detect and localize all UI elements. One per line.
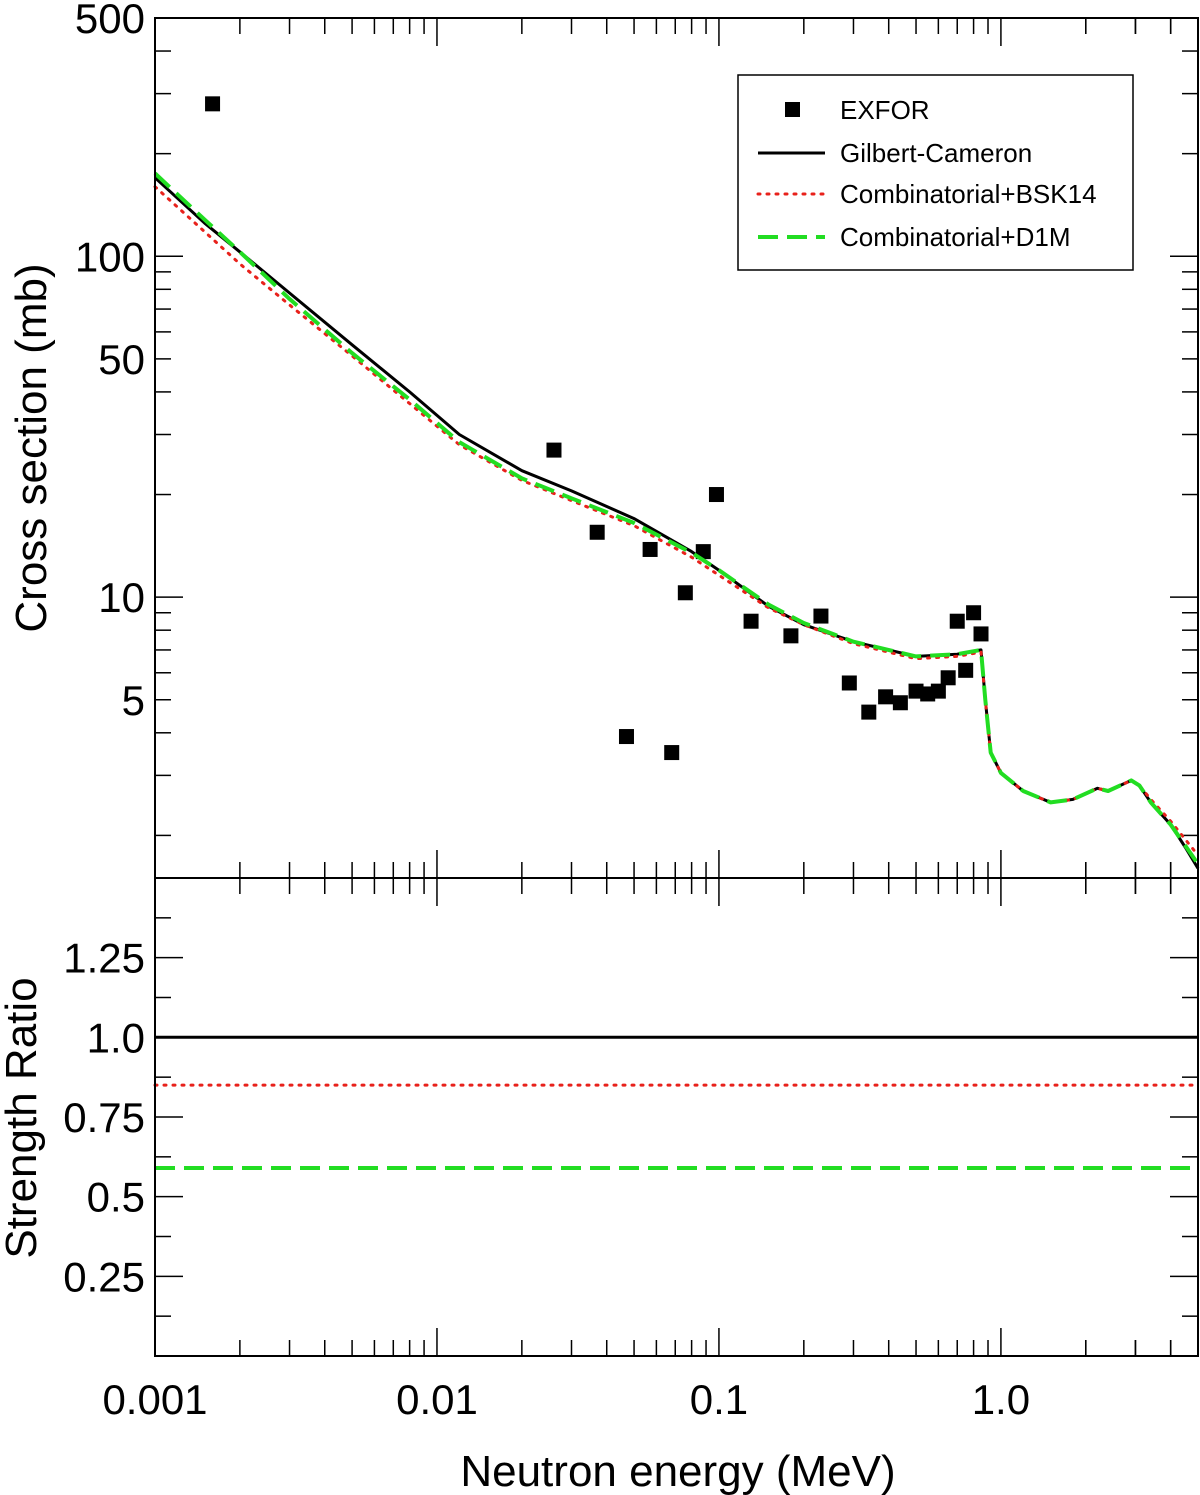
bottom-y-tick-labels: 1.25 1.0 0.75 0.5 0.25 (63, 935, 145, 1301)
y-tick-label: 1.25 (63, 935, 145, 982)
y-tick-label: 100 (75, 233, 145, 280)
exfor-data-point (908, 683, 924, 699)
bottom-panel-ticks (154, 878, 1199, 1356)
exfor-data-point (973, 626, 989, 642)
exfor-data-point (677, 585, 693, 601)
exfor-data-point (642, 541, 658, 557)
exfor-data-point (892, 695, 908, 711)
exfor-data-point (949, 613, 965, 629)
legend-label-d1m: Combinatorial+D1M (840, 222, 1070, 252)
legend-label-exfor: EXFOR (840, 95, 930, 125)
exfor-data-point (813, 608, 829, 624)
y-tick-label: 0.25 (63, 1253, 145, 1300)
legend-label-bsk14: Combinatorial+BSK14 (840, 179, 1097, 209)
exfor-data-point (861, 704, 877, 720)
y-tick-label: 1.0 (87, 1014, 145, 1061)
strength-ratio-plot: 1.25 1.0 0.75 0.5 0.25 0.001 0.01 0.1 1.0 Stren… (0, 877, 1200, 1495)
x-tick-label: 0.1 (690, 1376, 748, 1423)
exfor-data-point (205, 96, 221, 112)
exfor-data-point (930, 683, 946, 699)
y-tick-label: 10 (98, 574, 145, 621)
x-tick-label: 0.01 (396, 1376, 478, 1423)
exfor-data-point (841, 675, 857, 691)
exfor-data-point (618, 729, 634, 745)
cross-section-plot: 500 100 50 10 5 Cross section (mb) (7, 0, 1200, 879)
exfor-data-point (708, 487, 724, 503)
series-line-gilbert-cameron (153, 176, 1200, 870)
x-axis-title: Neutron energy (MeV) (460, 1447, 895, 1495)
exfor-data-point (743, 613, 759, 629)
bottom-y-axis-title: Strength Ratio (0, 977, 46, 1258)
exfor-data-point (783, 628, 799, 644)
exfor-data-point (589, 524, 605, 540)
exfor-data-point (966, 605, 982, 621)
bottom-plot-frame (154, 877, 1199, 1357)
exfor-data-point (878, 689, 894, 705)
exfor-data-point (546, 442, 562, 458)
bottom-panel-series (153, 1035, 1200, 1170)
y-tick-label: 50 (98, 336, 145, 383)
y-tick-label: 500 (75, 0, 145, 42)
exfor-data-point (940, 670, 956, 686)
top-panel-ticks (154, 17, 1199, 878)
legend-label-gilbert-cameron: Gilbert-Cameron (840, 138, 1032, 168)
x-tick-label: 0.001 (102, 1376, 207, 1423)
exfor-data-point (958, 662, 974, 678)
y-tick-label: 0.75 (63, 1094, 145, 1141)
y-tick-label: 5 (122, 677, 145, 724)
x-tick-label: 1.0 (972, 1376, 1030, 1423)
top-y-tick-labels: 500 100 50 10 5 (75, 0, 145, 724)
series-line-combinatorial-d1m (153, 171, 1200, 866)
x-tick-labels: 0.001 0.01 0.1 1.0 (102, 1376, 1030, 1423)
series-line-combinatorial-bsk14 (153, 185, 1200, 857)
top-panel-series (153, 96, 1200, 870)
legend: EXFOR Gilbert-Cameron Combinatorial+BSK1… (737, 74, 1134, 271)
top-y-axis-title: Cross section (mb) (7, 263, 56, 632)
y-tick-label: 0.5 (87, 1174, 145, 1221)
legend-marker-exfor (785, 102, 800, 117)
exfor-data-point (664, 745, 680, 761)
